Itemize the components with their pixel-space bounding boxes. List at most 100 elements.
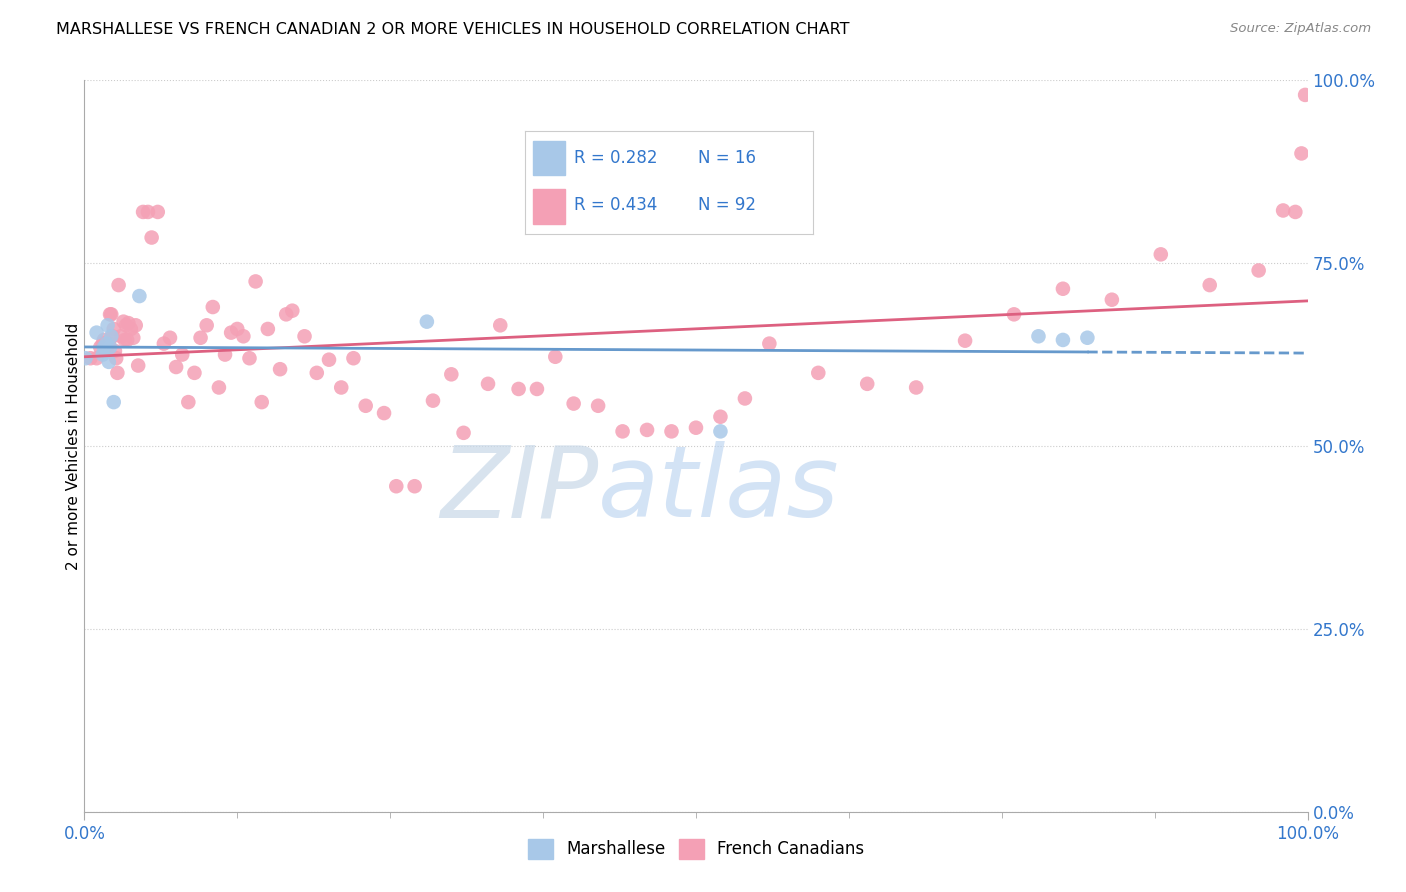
- Text: N = 16: N = 16: [697, 149, 755, 167]
- Point: [758, 336, 780, 351]
- Point: [91, 348, 114, 362]
- Point: [489, 318, 512, 333]
- Text: N = 92: N = 92: [697, 196, 755, 214]
- Point: [100, 307, 122, 321]
- Point: [905, 380, 928, 394]
- Point: [153, 336, 176, 351]
- Text: MARSHALLESE VS FRENCH CANADIAN 2 OR MORE VEHICLES IN HOUSEHOLD CORRELATION CHART: MARSHALLESE VS FRENCH CANADIAN 2 OR MORE…: [56, 22, 849, 37]
- Point: [96, 343, 118, 358]
- Point: [440, 368, 463, 382]
- Point: [101, 329, 124, 343]
- Point: [86, 326, 108, 340]
- Point: [232, 329, 254, 343]
- Point: [93, 333, 115, 347]
- Point: [1076, 331, 1098, 345]
- Point: [318, 352, 340, 367]
- Y-axis label: 2 or more Vehicles in Household: 2 or more Vehicles in Household: [66, 322, 80, 570]
- Point: [195, 318, 218, 333]
- Text: atlas: atlas: [598, 442, 839, 539]
- Legend: Marshallese, French Canadians: Marshallese, French Canadians: [522, 832, 870, 865]
- Point: [97, 318, 120, 333]
- Point: [734, 392, 756, 406]
- Point: [115, 333, 138, 347]
- Point: [661, 425, 683, 439]
- Point: [103, 322, 125, 336]
- Point: [281, 303, 304, 318]
- Point: [477, 376, 499, 391]
- Point: [115, 318, 138, 333]
- Point: [219, 326, 242, 340]
- Point: [128, 289, 150, 303]
- Point: [1294, 87, 1316, 102]
- Bar: [533, 189, 565, 224]
- Point: [110, 329, 132, 343]
- Point: [96, 336, 118, 351]
- Point: [97, 355, 120, 369]
- Point: [125, 318, 148, 333]
- Point: [177, 395, 200, 409]
- Point: [97, 338, 120, 352]
- Point: [636, 423, 658, 437]
- Point: [201, 300, 224, 314]
- Point: [136, 205, 159, 219]
- Text: Source: ZipAtlas.com: Source: ZipAtlas.com: [1230, 22, 1371, 36]
- Point: [373, 406, 395, 420]
- Point: [146, 205, 169, 219]
- Point: [526, 382, 548, 396]
- Point: [508, 382, 530, 396]
- Point: [709, 425, 731, 439]
- Point: [586, 399, 609, 413]
- Point: [276, 307, 298, 321]
- Point: [117, 316, 139, 330]
- Point: [112, 315, 135, 329]
- Point: [245, 275, 267, 289]
- Point: [89, 340, 111, 354]
- Point: [1150, 247, 1173, 261]
- Point: [214, 348, 236, 362]
- Point: [75, 351, 97, 366]
- Text: R = 0.434: R = 0.434: [574, 196, 657, 214]
- Point: [98, 307, 121, 321]
- Point: [172, 348, 194, 362]
- Point: [422, 393, 444, 408]
- Point: [250, 395, 273, 409]
- Point: [105, 366, 128, 380]
- Point: [294, 329, 316, 343]
- Point: [103, 395, 125, 409]
- Point: [98, 340, 121, 354]
- Point: [132, 205, 155, 219]
- Point: [127, 359, 149, 373]
- Point: [93, 340, 115, 354]
- Point: [1052, 333, 1074, 347]
- Point: [100, 329, 122, 343]
- Point: [1002, 307, 1025, 321]
- Bar: [533, 141, 565, 176]
- Point: [385, 479, 408, 493]
- Point: [856, 376, 879, 391]
- Point: [104, 343, 127, 358]
- Point: [159, 331, 181, 345]
- Point: [91, 336, 114, 351]
- Point: [107, 278, 129, 293]
- Point: [190, 331, 212, 345]
- Point: [807, 366, 830, 380]
- Point: [1028, 329, 1050, 343]
- Point: [105, 351, 128, 366]
- Point: [354, 399, 377, 413]
- Point: [94, 336, 117, 351]
- Point: [269, 362, 291, 376]
- Point: [685, 421, 707, 435]
- Point: [612, 425, 634, 439]
- Point: [141, 230, 163, 244]
- Point: [114, 333, 136, 347]
- Point: [183, 366, 205, 380]
- Point: [226, 322, 249, 336]
- Point: [122, 331, 145, 345]
- Point: [562, 396, 585, 410]
- Point: [1247, 263, 1270, 277]
- Point: [1272, 203, 1295, 218]
- Point: [165, 359, 187, 374]
- Point: [953, 334, 976, 348]
- Point: [79, 351, 101, 366]
- Point: [330, 380, 353, 394]
